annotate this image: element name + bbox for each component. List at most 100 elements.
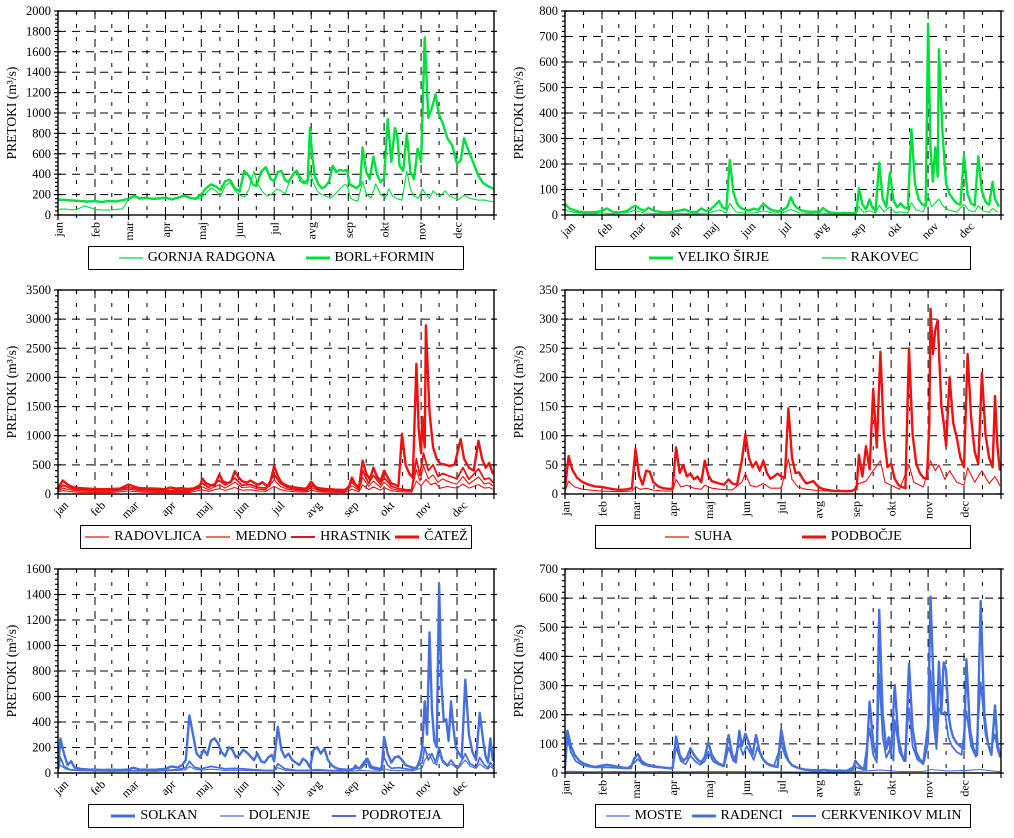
svg-text:1400: 1400 <box>26 65 51 79</box>
legend-label: SUHA <box>694 529 733 544</box>
svg-text:dec: dec <box>448 777 470 799</box>
svg-text:okt: okt <box>378 221 392 237</box>
svg-text:800: 800 <box>32 664 51 678</box>
svg-text:apr: apr <box>158 498 179 519</box>
legend-line-sample <box>111 814 136 818</box>
plot-area: 0 200 400 600 800 1000 1200 1400 1600 1800 2000 jan… <box>0 0 507 246</box>
chart-svg: 0 200 400 600 800 1000 1200 1400 1600 1800 2000 jan… <box>4 4 497 241</box>
svg-text:jun: jun <box>230 498 251 519</box>
svg-text:700: 700 <box>539 30 558 44</box>
svg-text:3000: 3000 <box>26 312 51 326</box>
legend-line-sample <box>648 256 673 260</box>
svg-text:feb: feb <box>596 780 610 795</box>
legend: GORNJA RADGONA BORL+FORMIN <box>88 246 464 270</box>
legend-label: ČATEŽ <box>424 529 468 544</box>
legend-line-sample <box>665 536 690 538</box>
svg-text:100: 100 <box>539 183 558 197</box>
svg-text:400: 400 <box>539 649 558 663</box>
chart-radovljica-medno-hrastnik-catez: 0 500 1000 1500 2000 2500 3000 3500 jan feb mar apr… <box>0 279 507 558</box>
svg-text:sep: sep <box>340 498 361 519</box>
svg-text:jan: jan <box>52 222 66 238</box>
svg-text:apr: apr <box>665 219 686 240</box>
legend-label: MEDNO <box>235 529 287 544</box>
svg-text:800: 800 <box>539 4 558 18</box>
svg-text:3500: 3500 <box>26 283 51 297</box>
svg-text:sep: sep <box>849 501 863 517</box>
svg-text:0: 0 <box>552 208 558 222</box>
svg-text:maj: maj <box>702 501 716 519</box>
svg-text:apr: apr <box>158 777 179 798</box>
svg-text:dec: dec <box>958 501 972 518</box>
svg-text:1600: 1600 <box>26 45 51 59</box>
svg-text:jan: jan <box>50 777 71 798</box>
chart-svg: 0 50 100 150 200 250 300 350 jan feb mar apr maj jun j… <box>511 283 1004 520</box>
svg-text:nov: nov <box>415 222 429 240</box>
svg-text:mar: mar <box>119 498 142 521</box>
svg-text:PRETOKI (m³/s): PRETOKI (m³/s) <box>511 625 526 718</box>
svg-text:dec: dec <box>955 219 977 241</box>
svg-text:apr: apr <box>666 780 680 795</box>
svg-text:400: 400 <box>32 167 51 181</box>
svg-text:400: 400 <box>539 106 558 120</box>
svg-text:jul: jul <box>268 777 288 797</box>
legend-item: MOSTE <box>605 808 682 824</box>
chart-svg: 0 500 1000 1500 2000 2500 3000 3500 jan feb mar apr… <box>4 283 497 521</box>
svg-text:okt: okt <box>885 500 899 516</box>
svg-text:500: 500 <box>32 458 51 472</box>
svg-text:PRETOKI (m³/s): PRETOKI (m³/s) <box>4 346 19 439</box>
svg-text:feb: feb <box>87 777 108 798</box>
svg-text:250: 250 <box>539 341 558 355</box>
svg-text:okt: okt <box>885 779 899 795</box>
legend-label: DOLENJE <box>248 808 311 823</box>
svg-text:feb: feb <box>596 501 610 516</box>
svg-text:mar: mar <box>626 219 649 242</box>
svg-text:jun: jun <box>739 780 753 796</box>
chart-gornja-radgona-borl-formin: 0 200 400 600 800 1000 1200 1400 1600 1800 2000 jan… <box>0 0 507 279</box>
svg-text:nov: nov <box>412 498 435 521</box>
svg-text:50: 50 <box>546 458 559 472</box>
svg-text:350: 350 <box>539 283 558 297</box>
svg-text:jan: jan <box>559 780 573 796</box>
svg-text:nov: nov <box>922 780 936 798</box>
svg-text:200: 200 <box>32 188 51 202</box>
svg-text:nov: nov <box>412 777 435 800</box>
svg-text:150: 150 <box>539 400 558 414</box>
legend-line-sample <box>219 815 244 817</box>
svg-text:maj: maj <box>702 780 716 798</box>
svg-text:maj: maj <box>195 222 209 240</box>
svg-text:1000: 1000 <box>26 429 51 443</box>
legend-item: ČATEŽ <box>394 529 468 545</box>
legend-line-sample <box>118 257 143 259</box>
plot-area: 0 500 1000 1500 2000 2500 3000 3500 jan feb mar apr… <box>0 279 507 525</box>
svg-text:1000: 1000 <box>26 639 51 653</box>
svg-text:PRETOKI (m³/s): PRETOKI (m³/s) <box>511 346 526 439</box>
svg-text:avg: avg <box>812 780 826 797</box>
svg-text:nov: nov <box>922 501 936 519</box>
legend-line-sample <box>792 815 817 817</box>
svg-text:dec: dec <box>451 222 465 239</box>
legend-item: MEDNO <box>205 529 287 545</box>
chart-svg: 0 100 200 300 400 500 600 700 800 jan feb mar apr maj… <box>511 4 1004 242</box>
chart-veliko-sirje-rakovec: 0 100 200 300 400 500 600 700 800 jan feb mar apr maj… <box>507 0 1014 279</box>
svg-text:1500: 1500 <box>26 400 51 414</box>
legend: SOLKAN DOLENJE PODROTEJA <box>88 804 464 828</box>
svg-text:500: 500 <box>539 620 558 634</box>
svg-text:mar: mar <box>122 222 136 241</box>
svg-text:maj: maj <box>192 777 215 800</box>
svg-text:mar: mar <box>629 780 643 799</box>
plot-area: 0 100 200 300 400 500 600 700 jan feb mar apr maj jun… <box>507 558 1014 804</box>
svg-text:0: 0 <box>552 766 558 780</box>
svg-text:okt: okt <box>376 498 397 519</box>
svg-text:mar: mar <box>119 777 142 800</box>
svg-text:2000: 2000 <box>26 4 51 18</box>
svg-text:300: 300 <box>539 679 558 693</box>
svg-text:600: 600 <box>539 55 558 69</box>
svg-text:1600: 1600 <box>26 562 51 576</box>
svg-text:avg: avg <box>302 777 324 799</box>
svg-text:0: 0 <box>45 487 51 501</box>
svg-text:500: 500 <box>539 81 558 95</box>
svg-text:1400: 1400 <box>26 588 51 602</box>
plot-area: 0 50 100 150 200 250 300 350 jan feb mar apr maj jun j… <box>507 279 1014 525</box>
svg-text:600: 600 <box>32 690 51 704</box>
